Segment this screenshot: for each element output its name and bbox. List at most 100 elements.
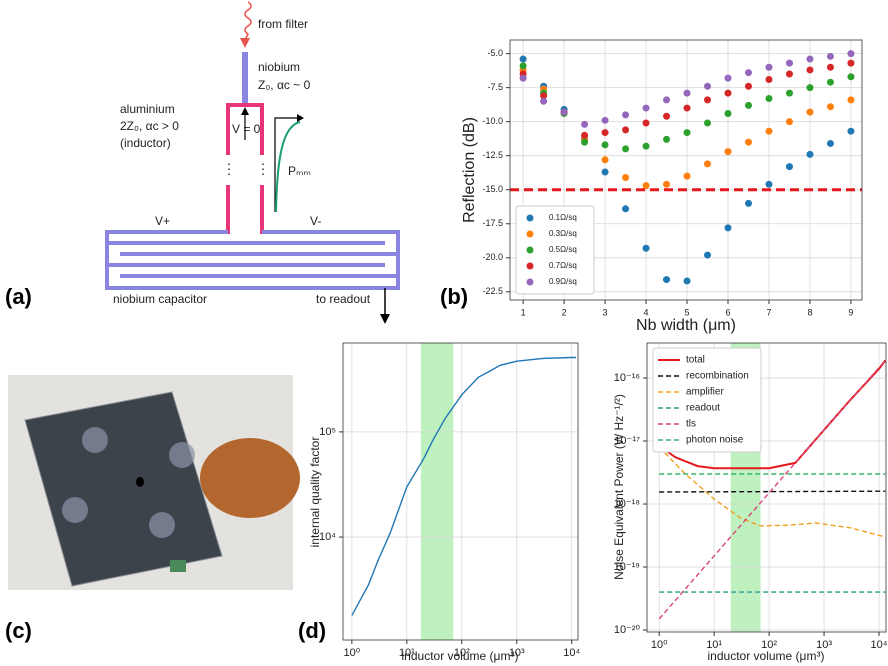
- label: (inductor): [120, 136, 171, 150]
- data-point: [847, 127, 855, 135]
- power-curve: [275, 121, 301, 213]
- shaded-region: [420, 343, 454, 640]
- y-tick-label: -20.0: [482, 252, 503, 262]
- y-tick-label: -15.0: [482, 184, 503, 194]
- y-tick-label: 10⁻¹⁷: [614, 435, 640, 447]
- y-tick-label: 10⁴: [319, 531, 336, 543]
- y-tick-label: -17.5: [482, 218, 503, 228]
- chart: 1 2 3 4 5 6 7 8 9 -22.5 -20.0 -17.5 -15.0 -12.5 -10.0 -…: [461, 39, 863, 334]
- data-point: [704, 82, 712, 90]
- x-tick-label: 10⁰: [344, 647, 361, 659]
- data-point: [826, 52, 834, 60]
- axes: [274, 117, 300, 212]
- plot-frame: [342, 342, 579, 641]
- signal-wave: [244, 1, 252, 41]
- line: [351, 356, 577, 616]
- legend-label: 0.5Ω/sq: [549, 245, 577, 254]
- legend-marker: [526, 214, 534, 222]
- data-point: [663, 180, 671, 188]
- y-tick-label: -12.5: [482, 150, 503, 160]
- panel-label: (c): [5, 618, 32, 643]
- x-tick-label: 10³: [816, 639, 832, 651]
- data-point: [765, 75, 773, 83]
- data-point: [581, 120, 589, 128]
- data-point: [765, 63, 773, 71]
- label: from filter: [258, 17, 308, 31]
- y-axis-label: Noise Equivalent Power (W Hz⁻¹/²): [612, 394, 626, 580]
- data-point: [847, 59, 855, 67]
- data-point: [581, 131, 589, 139]
- x-tick-label: 9: [848, 307, 853, 317]
- data-point: [519, 74, 527, 82]
- chip: [24, 391, 223, 587]
- data-point: [683, 89, 691, 97]
- label: to readout: [316, 292, 371, 306]
- line: [658, 446, 886, 538]
- data-point: [765, 180, 773, 188]
- x-axis-label: Nb width (μm): [636, 317, 736, 334]
- y-tick-label: -5.0: [487, 48, 503, 58]
- label: Pₘₘ: [288, 164, 311, 178]
- capacitor: [105, 230, 400, 290]
- inductor: [226, 103, 264, 234]
- data-point: [663, 135, 671, 143]
- label: V+: [155, 214, 170, 228]
- data-point: [519, 62, 527, 70]
- x-tick-label: 10²: [454, 647, 470, 659]
- data-point: [704, 119, 712, 127]
- data-point: [581, 138, 589, 146]
- y-axis-label: internal quality factor: [308, 437, 322, 548]
- data-point: [704, 251, 712, 259]
- data-point: [785, 163, 793, 171]
- data-point: [601, 141, 609, 149]
- data-point: [744, 69, 752, 77]
- data-point: [806, 108, 814, 116]
- x-tick-label: 8: [807, 307, 812, 317]
- data-point: [826, 139, 834, 147]
- data-point: [806, 55, 814, 63]
- data-point: [642, 119, 650, 127]
- x-tick-label: 10⁴: [563, 647, 580, 659]
- data-point: [724, 110, 732, 118]
- chip-photo: [8, 375, 300, 590]
- legend-label: 0.1Ω/sq: [549, 213, 577, 222]
- legend-label: 0.7Ω/sq: [549, 261, 577, 270]
- label: V-: [310, 214, 321, 228]
- data-point: [826, 103, 834, 111]
- panel-label: (a): [5, 284, 32, 309]
- data-point: [744, 82, 752, 90]
- legend-label: total: [686, 355, 705, 366]
- dots: ⋮: [222, 161, 236, 177]
- data-point: [785, 89, 793, 97]
- panel-label: (b): [440, 284, 468, 309]
- y-tick-label: 10⁵: [319, 426, 336, 438]
- data-point: [642, 244, 650, 252]
- data-point: [826, 63, 834, 71]
- data-point: [847, 50, 855, 58]
- data-point: [642, 182, 650, 190]
- x-tick-label: 10³: [509, 647, 525, 659]
- y-tick-label: -7.5: [487, 82, 503, 92]
- circuit-diagram: ⋮ ⋮ from filter niobium Z₀, αc ~ 0 alumi…: [105, 1, 400, 324]
- legend-marker: [526, 230, 534, 238]
- x-axis-label: inductor volume (μm³): [402, 649, 519, 663]
- data-point: [744, 199, 752, 207]
- chart: 10⁰ 10¹ 10² 10³ 10⁴ 10⁻²⁰ 10⁻¹⁹ 10⁻¹⁸ 10⁻¹⁷ 10⁻¹⁶…: [612, 342, 888, 663]
- data-point: [785, 59, 793, 67]
- data-point: [642, 142, 650, 150]
- data-point: [560, 108, 568, 116]
- x-axis-label: inductor volume (μm³): [708, 649, 825, 663]
- data-point: [785, 70, 793, 78]
- x-tick-label: 4: [644, 307, 649, 317]
- data-point: [704, 160, 712, 168]
- data-point: [785, 118, 793, 126]
- data-point: [622, 205, 630, 213]
- arrow: [380, 314, 390, 324]
- pixel: [169, 442, 195, 468]
- plot-frame: [509, 39, 863, 301]
- x-tick-label: 6: [725, 307, 730, 317]
- label: niobium capacitor: [113, 292, 207, 306]
- data-point: [683, 129, 691, 137]
- data-point: [663, 96, 671, 104]
